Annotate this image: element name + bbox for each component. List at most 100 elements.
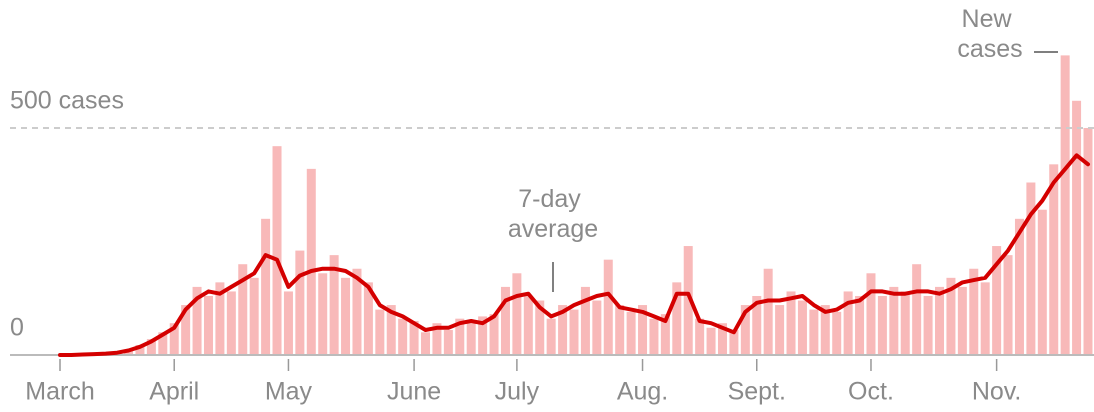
bar <box>181 305 191 355</box>
bar <box>855 295 865 355</box>
x-tick-label: July <box>495 378 540 406</box>
x-tick-label: March <box>25 378 94 406</box>
bar <box>375 309 385 355</box>
bar <box>946 277 956 355</box>
bar <box>683 246 693 355</box>
bar <box>203 295 213 355</box>
bar <box>1014 218 1024 355</box>
bar <box>660 314 670 355</box>
average-line <box>58 153 1090 357</box>
bar <box>409 320 419 355</box>
bar <box>1003 255 1013 355</box>
x-tick-label: Aug. <box>617 378 668 406</box>
bar <box>1060 55 1070 355</box>
bar <box>603 259 613 355</box>
bar <box>695 318 705 355</box>
bar <box>318 273 328 355</box>
bar <box>832 311 842 355</box>
bar <box>295 250 305 355</box>
bar <box>923 295 933 355</box>
bar <box>797 300 807 355</box>
bar <box>980 282 990 355</box>
bar <box>478 316 488 355</box>
bar <box>421 332 431 355</box>
bar <box>158 332 168 355</box>
bar <box>398 318 408 355</box>
bar <box>432 323 442 355</box>
bar <box>215 282 225 355</box>
bar <box>341 277 351 355</box>
bar <box>1037 209 1047 355</box>
bar <box>569 309 579 355</box>
bar <box>1026 182 1036 355</box>
bar <box>523 295 533 355</box>
bar <box>626 311 636 355</box>
bar <box>1049 164 1059 355</box>
bar <box>261 218 271 355</box>
grid <box>10 127 1094 356</box>
bar <box>969 268 979 355</box>
bar <box>272 146 282 355</box>
bar <box>169 323 179 355</box>
bar <box>935 286 945 355</box>
bar <box>866 273 876 355</box>
bar <box>535 300 545 355</box>
bar <box>1083 128 1093 355</box>
bar <box>352 268 362 355</box>
x-tick-label: Oct. <box>848 378 894 406</box>
bar <box>1072 100 1082 355</box>
bar <box>386 305 396 355</box>
bar <box>706 327 716 355</box>
x-tick-label: Sept. <box>728 378 786 406</box>
y-tick-label: 500 cases <box>10 87 124 115</box>
bar <box>489 314 499 355</box>
bar <box>135 345 145 355</box>
bar <box>877 295 887 355</box>
bar <box>500 286 510 355</box>
bar <box>238 264 248 355</box>
bar <box>957 286 967 355</box>
bar <box>455 318 465 355</box>
bar <box>192 286 202 355</box>
bar <box>889 286 899 355</box>
bar <box>740 305 750 355</box>
bar <box>786 291 796 355</box>
bar <box>992 246 1002 355</box>
bar <box>306 168 316 355</box>
bar <box>466 323 476 355</box>
bar <box>649 318 659 355</box>
bar <box>717 323 727 355</box>
bar <box>912 264 922 355</box>
bar <box>752 295 762 355</box>
bar <box>775 305 785 355</box>
bar <box>443 330 453 355</box>
bar <box>672 282 682 355</box>
bar <box>226 291 236 355</box>
x-tick-label: May <box>265 378 313 406</box>
bar <box>363 282 373 355</box>
y-tick-label: 0 <box>10 314 24 342</box>
bar <box>592 300 602 355</box>
bar <box>249 277 259 355</box>
bar <box>820 305 830 355</box>
bar <box>615 305 625 355</box>
bars <box>78 55 1093 355</box>
series-label: 7-day average <box>508 185 598 243</box>
bar <box>512 273 522 355</box>
bar <box>809 309 819 355</box>
bar <box>558 305 568 355</box>
x-tick-label: June <box>387 378 441 406</box>
bar <box>580 286 590 355</box>
bar <box>763 268 773 355</box>
series-label: New cases <box>957 5 1022 63</box>
bar <box>146 339 156 355</box>
bar <box>329 255 339 355</box>
bar <box>843 291 853 355</box>
bar <box>638 305 648 355</box>
bar <box>900 291 910 355</box>
bar <box>283 291 293 355</box>
x-tick-label: April <box>149 378 199 406</box>
bar <box>729 330 739 355</box>
x-tick-label: Nov. <box>972 378 1022 406</box>
